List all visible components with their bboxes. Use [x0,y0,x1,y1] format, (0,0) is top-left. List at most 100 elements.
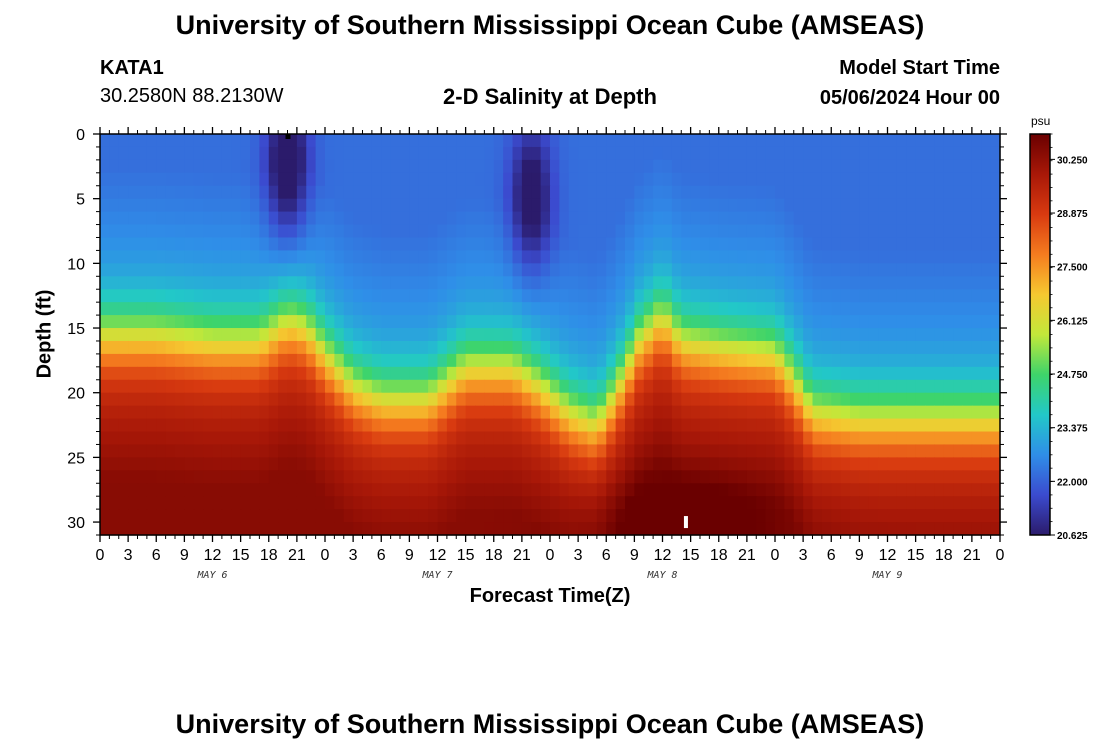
heatmap-cell [765,522,776,536]
heatmap-cell [109,405,120,420]
heatmap-cell [128,146,139,161]
heatmap-cell [456,328,467,342]
heatmap-cell [821,470,832,484]
heatmap-cell [681,418,692,433]
heatmap-cell [925,392,935,407]
heatmap-cell [221,211,232,226]
heatmap-cell [165,172,176,187]
heatmap-cell [981,457,992,471]
heatmap-cell [400,379,410,394]
heatmap-cell [193,289,204,303]
heatmap-cell [850,211,860,226]
heatmap-cell [784,379,795,394]
heatmap-cell [943,418,954,433]
heatmap-cell [981,172,992,187]
heatmap-cell [184,289,195,303]
heatmap-cell [315,496,326,510]
heatmap-cell [325,185,335,200]
heatmap-cell [587,276,598,290]
heatmap-cell [962,276,973,290]
heatmap-cell [934,289,945,303]
heatmap-cell [175,405,185,420]
heatmap-cell [718,237,729,252]
heatmap-cell [915,496,926,510]
heatmap-cell [906,224,917,239]
heatmap-cell [606,289,617,303]
heatmap-cell [531,431,542,446]
heatmap-cell [643,328,654,342]
heatmap-cell [812,392,823,407]
heatmap-cell [203,198,214,213]
heatmap-cell [925,366,935,381]
heatmap-cell [446,340,457,355]
heatmap-cell [718,392,729,407]
heatmap-cell [568,302,579,316]
heatmap-cell [690,366,701,381]
heatmap-cell [868,159,879,174]
heatmap-cell [887,315,898,329]
heatmap-cell [521,405,532,420]
heatmap-cell [840,418,851,433]
heatmap-cell [803,211,814,226]
heatmap-cell [503,276,514,290]
heatmap-cell [540,366,551,381]
heatmap-cell [465,457,476,471]
heatmap-cell [559,134,570,148]
heatmap-cell [146,172,157,187]
heatmap-cell [325,405,335,420]
heatmap-cell [606,379,617,394]
heatmap-cell [100,418,110,433]
heatmap-cell [400,134,410,148]
heatmap-cell [662,392,673,407]
heatmap-cell [381,224,392,239]
heatmap-cell [165,302,176,316]
heatmap-cell [315,353,326,368]
heatmap-cell [718,328,729,342]
heatmap-cell [840,483,851,497]
heatmap-cell [887,483,898,497]
heatmap-cell [465,250,476,264]
heatmap-cell [446,289,457,303]
heatmap-cell [175,134,185,148]
heatmap-cell [409,418,420,433]
heatmap-cell [137,172,148,187]
heatmap-cell [793,444,804,458]
heatmap-cell [925,198,935,213]
heatmap-cell [615,328,626,342]
heatmap-cell [718,302,729,316]
heatmap-cell [878,198,889,213]
heatmap-cell [850,522,860,536]
heatmap-cell [625,328,635,342]
heatmap-cell [981,522,992,536]
heatmap-cell [240,172,251,187]
heatmap-cell [371,276,382,290]
heatmap-cell [868,224,879,239]
heatmap-cell [475,470,485,484]
heatmap-cell [709,483,720,497]
heatmap-cell [118,470,129,484]
heatmap-cell [831,276,842,290]
heatmap-cell [250,276,260,290]
heatmap-cell [578,172,589,187]
heatmap-cell [662,198,673,213]
heatmap-cell [934,379,945,394]
heatmap-cell [690,483,701,497]
heatmap-cell [259,263,270,277]
heatmap-cell [325,302,335,316]
heatmap-cell [184,237,195,252]
heatmap-cell [334,483,345,497]
heatmap-cell [381,379,392,394]
heatmap-cell [943,522,954,536]
heatmap-cell [746,509,757,523]
heatmap-cell [943,250,954,264]
heatmap-cell [118,431,129,446]
heatmap-cell [212,392,223,407]
heatmap-cell [728,146,739,161]
heatmap-cell [128,392,139,407]
heatmap-cell [812,328,823,342]
heatmap-cell [446,483,457,497]
heatmap-cell [353,134,364,148]
heatmap-cell [109,134,120,148]
x-tick-label: 0 [96,547,105,564]
heatmap-cell [925,418,935,433]
